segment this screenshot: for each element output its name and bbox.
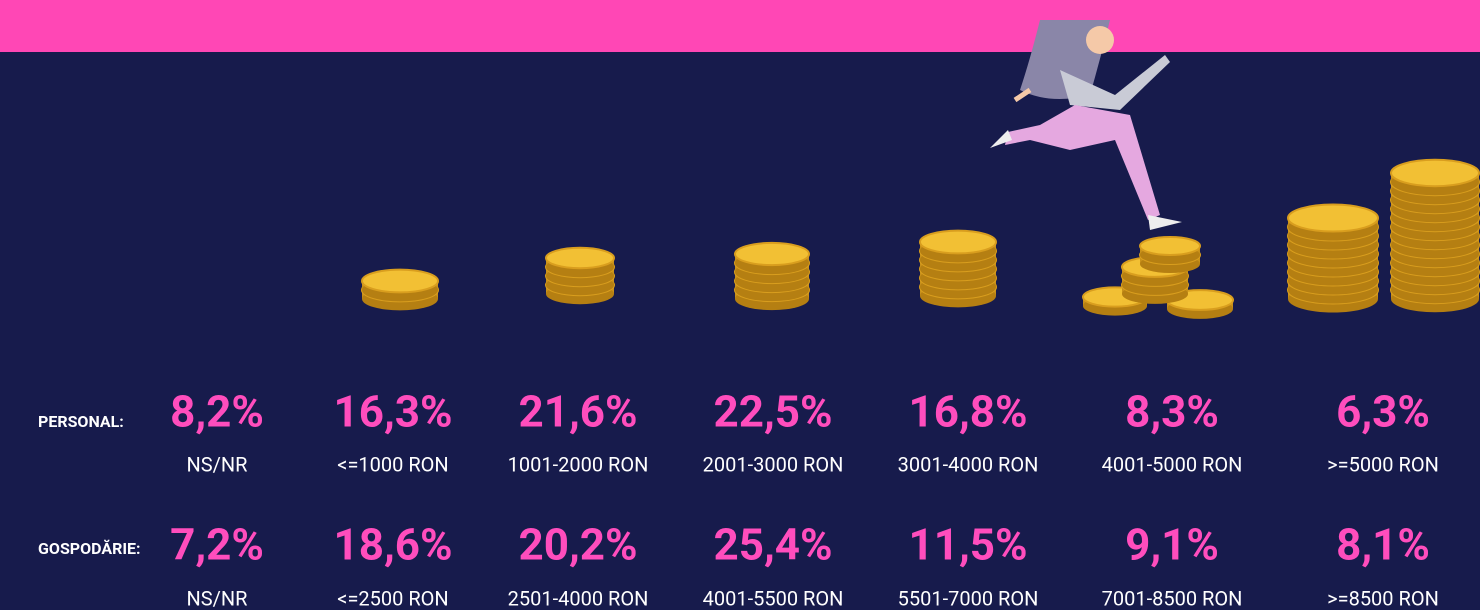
income-range: 2001-3000 RON	[703, 452, 844, 476]
coin-top	[1390, 158, 1480, 188]
income-range: <=2500 RON	[337, 586, 448, 610]
runner-illustration	[990, 20, 1182, 230]
coin-top	[734, 241, 810, 267]
coin-top	[545, 246, 615, 270]
banner	[0, 0, 1480, 52]
coin-top	[1287, 203, 1379, 233]
percentage: 6,3%	[1336, 386, 1430, 438]
coin-top	[361, 268, 439, 294]
percentage: 25,4%	[713, 519, 832, 571]
percentage: 9,1%	[1125, 519, 1219, 571]
percentage: 8,1%	[1336, 519, 1430, 571]
percentage: 8,2%	[170, 386, 264, 438]
percentage: 20,2%	[518, 519, 637, 571]
percentage: 22,5%	[713, 386, 832, 438]
income-range: 5501-7000 RON	[898, 586, 1039, 610]
income-range: 1001-2000 RON	[508, 452, 649, 476]
percentage: 11,5%	[908, 519, 1027, 571]
percentage: 18,6%	[333, 519, 452, 571]
row-label: GOSPODĂRIE:	[38, 538, 141, 558]
income-range: <=1000 RON	[337, 452, 448, 476]
row-label: PERSONAL:	[38, 412, 124, 431]
income-range: 7001-8500 RON	[1102, 586, 1243, 610]
income-range: 4001-5500 RON	[703, 586, 844, 610]
income-range: 4001-5000 RON	[1102, 452, 1243, 476]
coin-top	[919, 229, 997, 255]
income-range: >=5000 RON	[1327, 452, 1439, 476]
percentage: 7,2%	[170, 519, 264, 571]
columns: 8,2% NS/NR 16,3% <=1000 RON 21,6% 1001-2000 R…	[170, 386, 1439, 610]
percentage: 21,6%	[518, 386, 637, 438]
income-range: NS/NR	[187, 586, 248, 610]
income-range: 3001-4000 RON	[898, 452, 1039, 476]
income-range: >=8500 RON	[1327, 586, 1439, 610]
income-range: 2501-4000 RON	[508, 586, 649, 610]
percentage: 16,3%	[333, 386, 452, 438]
coin-top	[1139, 236, 1201, 256]
coin-illustrations	[361, 158, 1480, 319]
percentage: 16,8%	[908, 386, 1027, 438]
income-range: NS/NR	[187, 452, 248, 476]
percentage: 8,3%	[1125, 386, 1219, 438]
